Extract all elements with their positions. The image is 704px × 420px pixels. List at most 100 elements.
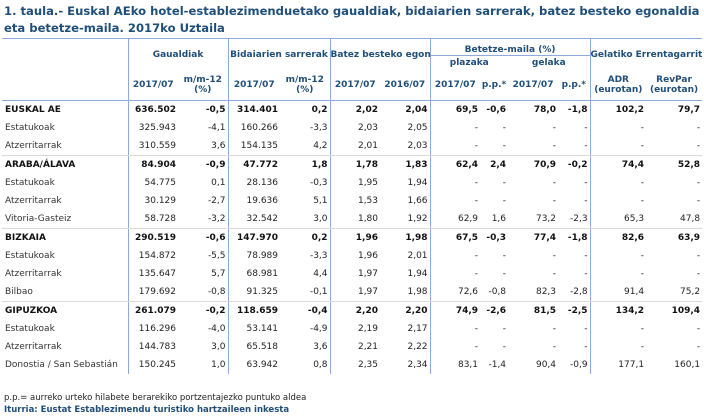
table-cell: -0,3 bbox=[280, 174, 331, 192]
table-cell: -4,0 bbox=[178, 320, 229, 338]
table-cell: 179.692 bbox=[128, 283, 178, 302]
table-cell: 3,0 bbox=[178, 338, 229, 356]
table-cell: 2,4 bbox=[490, 160, 507, 170]
table-cell: -1,8 bbox=[558, 228, 591, 247]
table-cell: -2,6 bbox=[486, 306, 507, 316]
table-cell: 1,96 bbox=[355, 233, 379, 243]
table-cell: - bbox=[640, 324, 645, 334]
table-cell: - bbox=[552, 269, 557, 279]
table-cell: -0,3 bbox=[486, 233, 507, 243]
table-cell: -3,3 bbox=[280, 247, 331, 265]
table-cell: 47.772 bbox=[243, 160, 278, 170]
row-label: BIZKAIA bbox=[2, 228, 129, 247]
table-cell: 2,05 bbox=[380, 119, 431, 137]
table-cell: 2,34 bbox=[380, 356, 431, 374]
table-cell: 3,6 bbox=[280, 338, 331, 356]
header-egonaldia: Batez besteko egonaldia bbox=[330, 38, 431, 70]
table-cell: - bbox=[558, 137, 591, 156]
table-cell: 1,92 bbox=[380, 210, 431, 229]
table-cell: - bbox=[558, 247, 591, 265]
table-cell: 65.518 bbox=[246, 342, 279, 352]
row-label: Atzerritarrak bbox=[2, 338, 129, 356]
table-cell: - bbox=[474, 251, 479, 261]
table-cell: - bbox=[502, 178, 507, 188]
table-cell: 147.970 bbox=[237, 233, 278, 243]
table-cell: 67,5 bbox=[455, 233, 479, 243]
table-row: Estatukoak 325.943 -4,1 160.266 -3,3 2,03 2,05… bbox=[2, 119, 702, 137]
table-cell: -0,8 bbox=[178, 283, 229, 302]
table-cell: - bbox=[696, 196, 701, 206]
table-cell: 78.989 bbox=[246, 251, 279, 261]
table-cell: 1,80 bbox=[330, 210, 381, 229]
row-label: Estatukoak bbox=[2, 320, 129, 338]
table-cell: 1,94 bbox=[380, 265, 431, 283]
table-cell: 325.943 bbox=[138, 123, 176, 133]
header-adr: ADR (eurotan) bbox=[590, 70, 647, 101]
table-cell: 74,4 bbox=[621, 160, 645, 170]
table-cell: - bbox=[590, 137, 647, 156]
table-cell: - bbox=[474, 324, 479, 334]
table-cell: - bbox=[552, 251, 557, 261]
table-cell: 2,03 bbox=[357, 123, 379, 133]
table-cell: 77,4 bbox=[533, 233, 557, 243]
table-cell: 2,01 bbox=[380, 247, 431, 265]
table-cell: -3,2 bbox=[178, 210, 229, 229]
table-cell: -3,3 bbox=[280, 119, 331, 137]
table-cell: - bbox=[552, 178, 557, 188]
table-cell: -0,9 bbox=[558, 356, 591, 374]
table-cell: 0,2 bbox=[280, 100, 331, 119]
table-cell: -0,5 bbox=[178, 100, 229, 119]
table-cell: 52,8 bbox=[677, 160, 701, 170]
table-cell: - bbox=[552, 342, 557, 352]
table-cell: 1,98 bbox=[380, 228, 431, 247]
source-note: Iturria: Eustat Establezimendu turistiko… bbox=[4, 405, 290, 415]
table-cell: - bbox=[474, 196, 479, 206]
table-cell: 1,96 bbox=[357, 251, 379, 261]
table-cell: 5,1 bbox=[280, 192, 331, 210]
table-cell: 63,9 bbox=[677, 233, 701, 243]
table-cell: - bbox=[696, 324, 701, 334]
table-cell: -1,8 bbox=[558, 100, 591, 119]
header-gaualdiak: Gaualdiak bbox=[128, 38, 229, 70]
table-cell: - bbox=[558, 265, 591, 283]
data-table: Gaualdiak Bidaiarien sarrerak Batez best… bbox=[2, 38, 703, 374]
table-cell: 2,02 bbox=[330, 100, 381, 119]
table-cell: 2,17 bbox=[380, 320, 431, 338]
table-cell: 2,04 bbox=[380, 100, 431, 119]
table-row: Donostia / San Sebastián 150.245 1,0 63.942… bbox=[2, 356, 702, 374]
row-label: EUSKAL AE bbox=[2, 100, 129, 119]
table-cell: - bbox=[558, 192, 591, 210]
table-cell: - bbox=[558, 320, 591, 338]
table-cell: 177,1 bbox=[618, 360, 645, 370]
header-bidaiarien: Bidaiarien sarrerak bbox=[228, 38, 331, 70]
header-pp: p.p.* bbox=[480, 70, 509, 101]
table-cell: - bbox=[508, 137, 559, 156]
header-mm12: m/m-12 (%) bbox=[178, 70, 229, 101]
table-cell: 19.636 bbox=[246, 196, 279, 206]
table-cell: 91,4 bbox=[590, 283, 647, 302]
table-cell: 1,97 bbox=[330, 283, 381, 302]
table-cell: 28.136 bbox=[246, 178, 279, 188]
table-cell: - bbox=[552, 196, 557, 206]
header-betetze: Betetze-maila (%) bbox=[430, 38, 591, 56]
table-cell: 1,53 bbox=[357, 196, 379, 206]
table-cell: - bbox=[552, 123, 557, 133]
header-pp: p.p.* bbox=[558, 70, 591, 101]
table-cell: - bbox=[646, 137, 703, 156]
table-cell: 1,95 bbox=[357, 178, 379, 188]
table-cell: 73,2 bbox=[508, 210, 559, 229]
table-cell: 63.942 bbox=[246, 360, 279, 370]
table-cell: 47,8 bbox=[646, 210, 703, 229]
table-cell: 30.129 bbox=[144, 196, 177, 206]
table-cell: 310.559 bbox=[128, 137, 178, 156]
table-cell: - bbox=[558, 119, 591, 137]
table-cell: 290.519 bbox=[135, 233, 176, 243]
table-cell: 74,9 bbox=[455, 306, 479, 316]
table-cell: 70,9 bbox=[533, 160, 557, 170]
header-plazaka: plazaka bbox=[449, 58, 489, 68]
row-label: GIPUZKOA bbox=[2, 301, 129, 320]
table-cell: 90,4 bbox=[535, 360, 557, 370]
table-cell: 118.659 bbox=[237, 306, 278, 316]
table-cell: - bbox=[480, 137, 509, 156]
table-cell: -0,9 bbox=[178, 155, 229, 174]
